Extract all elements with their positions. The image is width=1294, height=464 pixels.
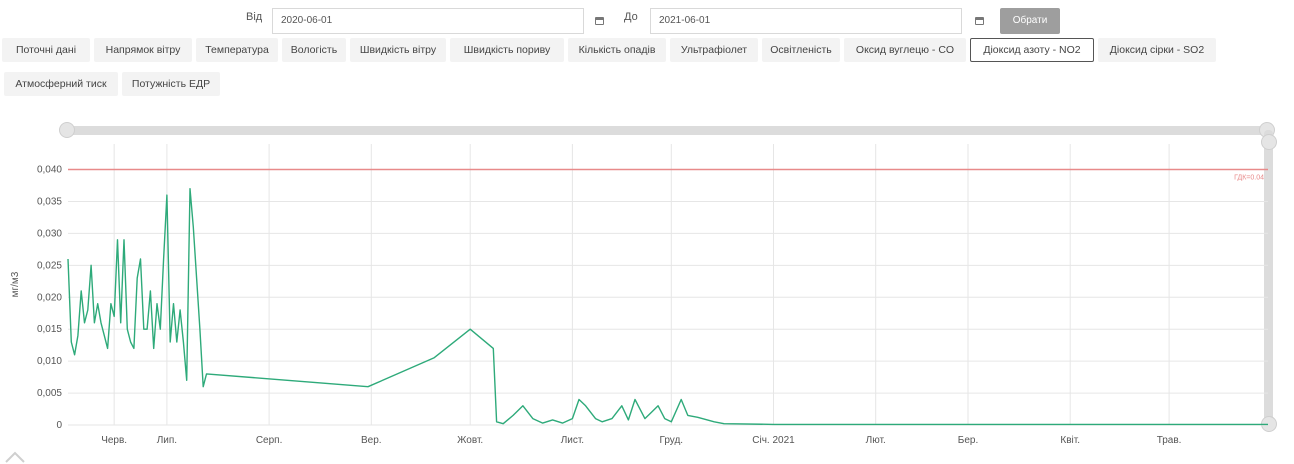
tab-precipitation[interactable]: Кількість опадів xyxy=(568,38,666,62)
range-start-handle[interactable] xyxy=(59,122,75,138)
y-tick-label: 0,030 xyxy=(37,228,62,239)
x-tick-label: Вер. xyxy=(361,435,382,446)
y-tick-label: 0,005 xyxy=(37,388,62,399)
x-tick-label: Лют. xyxy=(866,435,886,446)
calendar-icon xyxy=(594,17,604,25)
from-label: Від xyxy=(246,11,263,23)
tab-wind-direction[interactable]: Напрямок вітру xyxy=(94,38,192,62)
apply-button[interactable]: Обрати xyxy=(1000,8,1060,34)
tab-illuminance[interactable]: Освітленість xyxy=(762,38,840,62)
vertical-range-slider[interactable] xyxy=(1264,130,1273,428)
tab-gust-speed[interactable]: Швидкість пориву xyxy=(450,38,564,62)
tab-wind-speed[interactable]: Швидкість вітру xyxy=(350,38,446,62)
from-calendar-button[interactable] xyxy=(586,8,612,34)
y-tick-label: 0,020 xyxy=(37,292,62,303)
vertical-top-handle[interactable] xyxy=(1261,134,1277,150)
x-tick-label: Лип. xyxy=(157,435,177,446)
tab-carbon-monoxide[interactable]: Оксид вуглецю - CO xyxy=(844,38,966,62)
tab-atmospheric-pressure[interactable]: Атмосферний тиск xyxy=(4,72,118,96)
date-range-bar: Від 2020-06-01 До 2021-06-01 Обрати xyxy=(0,6,1294,36)
y-tick-label: 0,035 xyxy=(37,196,62,207)
x-tick-label: Бер. xyxy=(958,435,978,446)
tab-nitrogen-dioxide[interactable]: Діоксид азоту - NO2 xyxy=(970,38,1094,62)
tab-ultraviolet[interactable]: Ультрафіолет xyxy=(670,38,758,62)
tab-radiation-dose[interactable]: Потужність ЕДР xyxy=(122,72,220,96)
from-date-input[interactable]: 2020-06-01 xyxy=(272,8,584,34)
limit-line-label: ГДК=0.04 xyxy=(1234,175,1264,182)
x-tick-label: Трав. xyxy=(1157,435,1182,446)
to-calendar-button[interactable] xyxy=(966,8,992,34)
series-line xyxy=(67,188,1268,426)
horizontal-range-slider[interactable] xyxy=(68,126,1268,135)
y-tick-label: 0,010 xyxy=(37,356,62,367)
tab-temperature[interactable]: Температура xyxy=(196,38,278,62)
x-tick-label: Жовт. xyxy=(457,435,483,446)
x-tick-label: Серп. xyxy=(256,435,283,446)
tab-current-data[interactable]: Поточні дані xyxy=(2,38,90,62)
x-tick-label: Січ. 2021 xyxy=(752,435,795,446)
y-tick-label: 0,015 xyxy=(37,324,62,335)
no2-line-chart: 0 0,005 0,010 0,015 0,020 0,025 0,030 0,035 0,04… xyxy=(10,144,1268,446)
to-date-input[interactable]: 2021-06-01 xyxy=(650,8,962,34)
y-tick-label: 0,040 xyxy=(37,165,62,176)
y-tick-label: 0 xyxy=(56,420,62,431)
y-tick-label: 0,025 xyxy=(37,260,62,271)
tab-sulfur-dioxide[interactable]: Діоксид сірки - SO2 xyxy=(1098,38,1216,62)
to-label: До xyxy=(624,11,638,23)
reset-zoom-icon[interactable] xyxy=(4,450,26,464)
x-tick-label: Черв. xyxy=(101,435,127,446)
calendar-icon xyxy=(974,17,984,25)
x-tick-label: Квіт. xyxy=(1060,435,1080,446)
tab-humidity[interactable]: Вологість xyxy=(282,38,346,62)
y-axis-label: мг/м3 xyxy=(10,271,21,297)
x-tick-label: Лист. xyxy=(561,435,584,446)
x-tick-label: Груд. xyxy=(659,435,683,446)
